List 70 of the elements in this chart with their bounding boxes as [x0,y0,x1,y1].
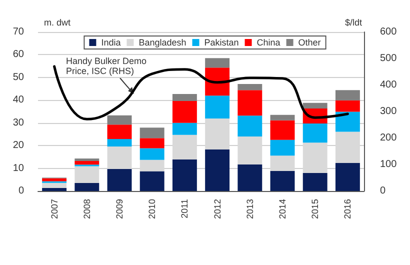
y-tick-label: 10 [12,162,24,174]
bar [238,116,262,136]
bar [238,90,262,116]
bar [172,94,197,102]
bar [238,164,262,191]
bar [270,140,295,156]
bar [335,90,360,100]
y2-tick-label: 300 [380,106,398,117]
bar [140,171,164,191]
legend-label: Other [298,38,321,48]
y-tick-label: 70 [12,26,24,38]
bar [172,122,197,135]
x-tick-label: 2010 [147,199,158,220]
line-series [53,65,349,120]
x-tick-label: 2014 [278,199,288,220]
bar [74,161,100,165]
y2-tick-label: 500 [380,53,398,64]
y-tick-label: 30 [12,117,24,128]
bar [335,162,360,191]
bar [238,84,262,90]
bar [205,58,230,68]
legend-label: India [101,38,121,48]
bar [335,112,360,132]
bar [140,148,164,160]
y2-tick-label: 0 [380,186,386,196]
bar [140,128,164,138]
x-tick-label: 2015 [310,199,320,220]
bar [270,114,295,120]
bar [42,188,67,191]
legend-label: Bangladesh [138,38,186,48]
legend-label: China [256,38,280,48]
bar [302,102,328,109]
y-tick-label: 20 [12,140,24,152]
bar [205,68,230,96]
x-tick-label: 2016 [342,199,353,220]
y-tick-label: 60 [12,49,24,60]
legend-label: Pakistan [204,38,239,48]
x-tick-label: 2013 [244,199,255,220]
bar [107,115,132,125]
bar [74,183,100,191]
x-tick-label: 2012 [212,199,222,220]
bar [302,173,328,191]
y2-tick-label: 100 [380,159,398,170]
bar [302,124,328,143]
bar [270,171,295,191]
bar [205,96,230,119]
bar [335,100,360,112]
y-tick-label: 0 [18,186,24,196]
x-tick-label: 2009 [114,199,124,220]
y-tick-label: 50 [12,72,24,83]
bar [107,138,132,146]
series-label: Handy Bulker Demo Price, ISC (RHS) [66,56,150,76]
bar [74,158,100,162]
y2-tick-label: 400 [380,80,398,90]
bar [42,182,67,188]
bar [107,168,132,191]
y2-tick-label: 200 [380,132,398,144]
x-tick-label: 2008 [82,199,92,220]
x-tick-label: 2011 [180,199,190,218]
bar [140,138,164,148]
bar [172,101,197,123]
y2-tick-label: 600 [380,26,398,38]
y2-axis-title: $/ldt [344,18,362,28]
bar [205,149,230,191]
y-axis-title: m. dwt [44,18,72,28]
x-tick-label: 2007 [49,199,60,220]
bar [172,159,197,191]
y-tick-label: 40 [12,94,24,106]
bar [107,124,132,139]
bar [270,120,295,140]
